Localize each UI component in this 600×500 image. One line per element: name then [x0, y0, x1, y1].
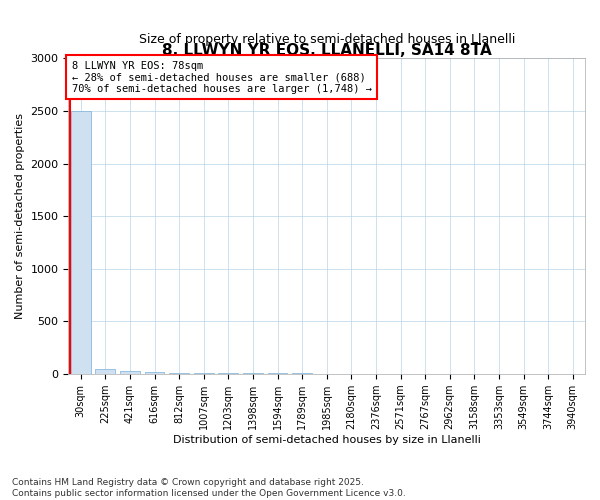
Text: Contains HM Land Registry data © Crown copyright and database right 2025.
Contai: Contains HM Land Registry data © Crown c…: [12, 478, 406, 498]
Bar: [145, 372, 164, 374]
Text: 8 LLWYN YR EOS: 78sqm
← 28% of semi-detached houses are smaller (688)
70% of sem: 8 LLWYN YR EOS: 78sqm ← 28% of semi-deta…: [71, 60, 371, 94]
Title: 8, LLWYN YR EOS, LLANELLI, SA14 8TA: 8, LLWYN YR EOS, LLANELLI, SA14 8TA: [162, 44, 491, 59]
Bar: [218, 373, 238, 374]
Text: Size of property relative to semi-detached houses in Llanelli: Size of property relative to semi-detach…: [139, 33, 515, 46]
Bar: [169, 372, 189, 374]
Y-axis label: Number of semi-detached properties: Number of semi-detached properties: [15, 113, 25, 319]
Bar: [194, 373, 214, 374]
X-axis label: Distribution of semi-detached houses by size in Llanelli: Distribution of semi-detached houses by …: [173, 435, 481, 445]
Bar: [95, 369, 115, 374]
Bar: [120, 371, 140, 374]
Bar: [71, 111, 91, 374]
